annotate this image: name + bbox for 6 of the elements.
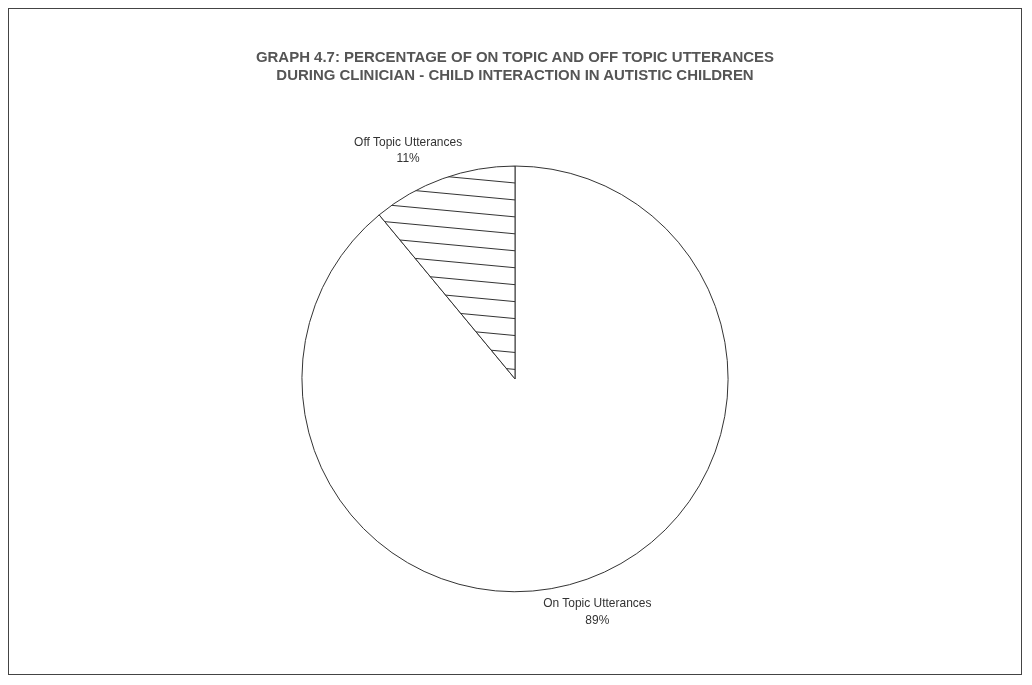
slice-label: Off Topic Utterances xyxy=(354,134,463,149)
data-label: 89% xyxy=(585,613,610,628)
slice-label: On Topic Utterances xyxy=(543,596,652,611)
text: GRAPH 4.7: PERCENTAGE OF ON TOPIC AND OFF TOPIC UTTERANCES xyxy=(255,47,775,65)
data-label: 11% xyxy=(396,151,421,166)
text: DURING CLINICIAN - CHILD INTERACTION IN AUTISTIC CHILDREN xyxy=(276,65,754,83)
